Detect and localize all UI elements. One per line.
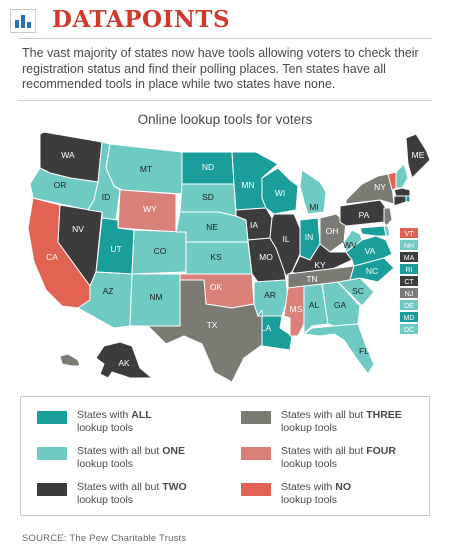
header: DATAPOINTS bbox=[0, 0, 450, 38]
state-ri bbox=[405, 195, 411, 203]
state-label-tn: TN bbox=[306, 274, 317, 284]
map-title: Online lookup tools for voters bbox=[137, 112, 313, 127]
state-me bbox=[405, 133, 431, 179]
intro-text: The vast majority of states now have too… bbox=[22, 46, 419, 91]
header-divider bbox=[18, 38, 432, 39]
state-label-la: LA bbox=[261, 323, 272, 333]
legend-swatch-but-four bbox=[241, 447, 271, 460]
state-label-nc: NC bbox=[366, 266, 378, 276]
state-label-mt: MT bbox=[140, 164, 152, 174]
state-hi bbox=[59, 353, 81, 367]
state-al bbox=[303, 283, 329, 335]
small-state-box-vt bbox=[400, 228, 418, 238]
state-label-or: OR bbox=[54, 180, 67, 190]
state-label-in: IN bbox=[305, 232, 314, 242]
state-label-oh: OH bbox=[326, 226, 339, 236]
bar-chart-icon bbox=[10, 9, 36, 33]
state-label-sc: SC bbox=[352, 286, 364, 296]
source-note: SOURCE: The Pew Charitable Trusts bbox=[22, 533, 187, 544]
state-tx bbox=[147, 279, 267, 383]
state-fl bbox=[303, 323, 375, 375]
small-state-label-de: DE bbox=[404, 303, 414, 310]
small-state-label-dc: DC bbox=[404, 327, 414, 334]
state-label-ar: AR bbox=[264, 290, 276, 300]
small-state-label-nj: NJ bbox=[405, 291, 414, 298]
small-state-label-vt: VT bbox=[405, 231, 415, 238]
state-label-ak: AK bbox=[118, 358, 130, 368]
state-label-co: CO bbox=[154, 246, 167, 256]
state-label-ga: GA bbox=[334, 300, 347, 310]
state-id bbox=[87, 141, 121, 221]
small-state-label-ct: CT bbox=[404, 279, 414, 286]
small-state-box-ct bbox=[400, 276, 418, 286]
state-md bbox=[359, 225, 387, 237]
us-map: WA OR CA NV ID MT WY UT AZ CO NM ND SD N… bbox=[27, 131, 431, 383]
state-label-nm: NM bbox=[149, 292, 162, 302]
intro-divider bbox=[18, 100, 432, 101]
small-state-box-ri bbox=[400, 264, 418, 274]
state-label-hi: HI bbox=[70, 364, 79, 374]
state-label-ny: NY bbox=[374, 182, 386, 192]
state-label-il: IL bbox=[282, 234, 289, 244]
state-mi bbox=[299, 169, 327, 215]
state-ak bbox=[95, 341, 153, 379]
state-label-wy: WY bbox=[143, 204, 157, 214]
small-state-box-dc bbox=[400, 324, 418, 334]
state-label-ms: MS bbox=[290, 304, 303, 314]
small-state-box-ma bbox=[400, 252, 418, 262]
state-label-mi: MI bbox=[309, 202, 318, 212]
state-ma bbox=[393, 187, 411, 197]
small-state-box-de bbox=[400, 300, 418, 310]
state-label-mn: MN bbox=[241, 180, 254, 190]
state-nj bbox=[383, 207, 393, 227]
state-label-id: ID bbox=[102, 192, 111, 202]
state-label-nv: NV bbox=[72, 224, 84, 234]
legend-swatch-but-two bbox=[37, 483, 67, 496]
small-state-label-ma: MA bbox=[404, 255, 415, 262]
state-label-ia: IA bbox=[250, 220, 258, 230]
legend-swatch-but-three bbox=[241, 411, 271, 424]
small-state-box-md bbox=[400, 312, 418, 322]
small-state-box-nj bbox=[400, 288, 418, 298]
state-label-va: VA bbox=[365, 246, 376, 256]
state-label-ks: KS bbox=[210, 252, 222, 262]
state-ny bbox=[345, 173, 395, 205]
legend-swatch-all bbox=[37, 411, 67, 424]
state-label-sd: SD bbox=[202, 192, 214, 202]
state-nh bbox=[395, 163, 409, 189]
state-label-ok: OK bbox=[210, 282, 223, 292]
state-label-ky: KY bbox=[314, 260, 326, 270]
state-label-nd: ND bbox=[202, 162, 214, 172]
state-label-al: AL bbox=[309, 300, 320, 310]
state-la bbox=[257, 309, 293, 351]
state-label-wi: WI bbox=[275, 188, 285, 198]
state-label-ne: NE bbox=[206, 222, 218, 232]
small-state-label-nh: NH bbox=[404, 243, 414, 250]
state-label-az: AZ bbox=[103, 286, 114, 296]
legend-swatch-but-one bbox=[37, 447, 67, 460]
state-label-tx: TX bbox=[207, 320, 218, 330]
brand-title: DATAPOINTS bbox=[52, 6, 231, 33]
state-label-wa: WA bbox=[61, 150, 75, 160]
state-wv bbox=[343, 229, 363, 253]
state-label-ca: CA bbox=[46, 252, 58, 262]
small-state-label-ri: RI bbox=[406, 267, 413, 274]
state-label-me: ME bbox=[412, 150, 425, 160]
state-label-wv: WV bbox=[343, 240, 357, 250]
state-label-mo: MO bbox=[259, 252, 273, 262]
small-state-box-nh bbox=[400, 240, 418, 250]
state-label-ut: UT bbox=[110, 244, 121, 254]
state-wi bbox=[261, 167, 299, 215]
small-state-label-md: MD bbox=[404, 315, 415, 322]
state-ct bbox=[393, 195, 407, 207]
legend-swatch-none bbox=[241, 483, 271, 496]
state-label-fl: FL bbox=[359, 346, 369, 356]
state-label-pa: PA bbox=[359, 210, 370, 220]
legend: States with ALL lookup tools States with… bbox=[20, 396, 430, 516]
